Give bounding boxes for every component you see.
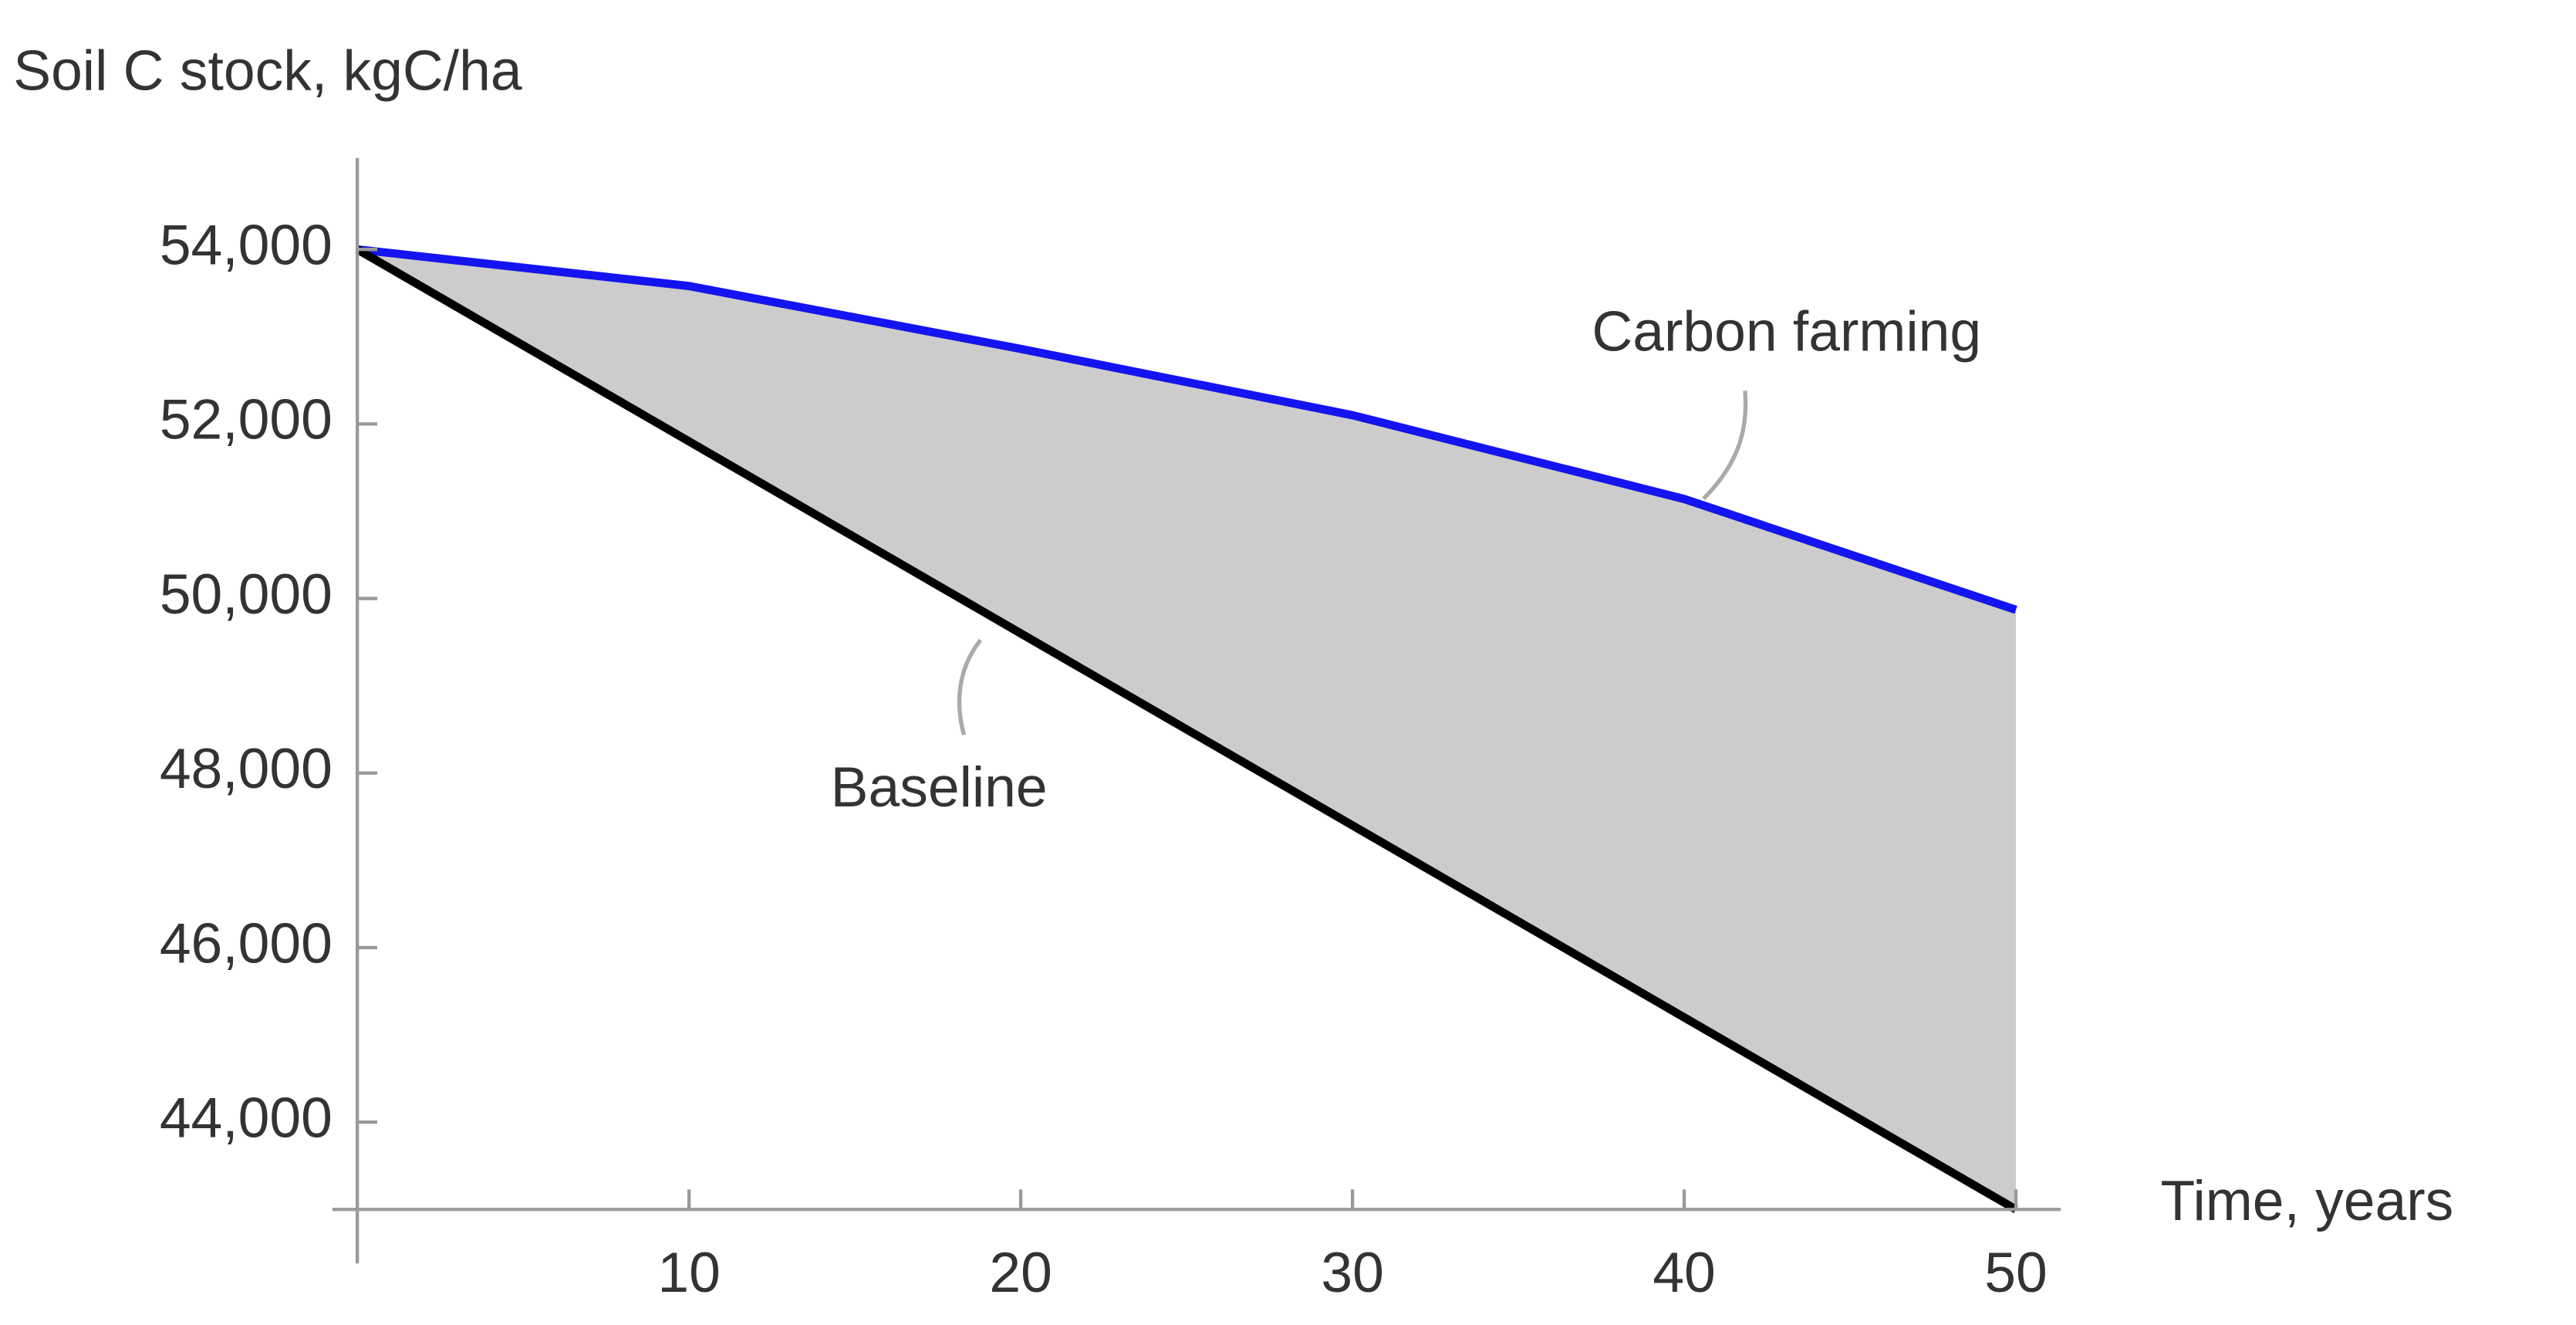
series-line [355, 245, 2018, 1213]
y-tick-label: 48,000 [160, 737, 333, 800]
series-label: Baseline [831, 755, 1048, 819]
x-tick-label: 40 [1653, 1241, 1715, 1304]
x-tick-label: 20 [989, 1241, 1052, 1304]
y-tick-label: 44,000 [160, 1086, 333, 1149]
y-tick-label: 46,000 [160, 911, 333, 975]
y-tick-label: 52,000 [160, 388, 333, 451]
leader-line [957, 638, 983, 735]
series-label: Carbon farming [1592, 300, 1981, 363]
x-tick-label: 30 [1321, 1241, 1383, 1304]
x-axis-label: Time, years [2160, 1169, 2453, 1232]
leader-line [1702, 390, 1748, 501]
y-tick-label: 50,000 [160, 563, 333, 626]
series-line [356, 245, 2017, 614]
y-tick-label: 54,000 [160, 214, 333, 277]
x-tick-label: 10 [657, 1241, 720, 1304]
y-axis-label: Soil C stock, kgC/ha [13, 39, 522, 102]
x-tick-label: 50 [1984, 1241, 2047, 1304]
